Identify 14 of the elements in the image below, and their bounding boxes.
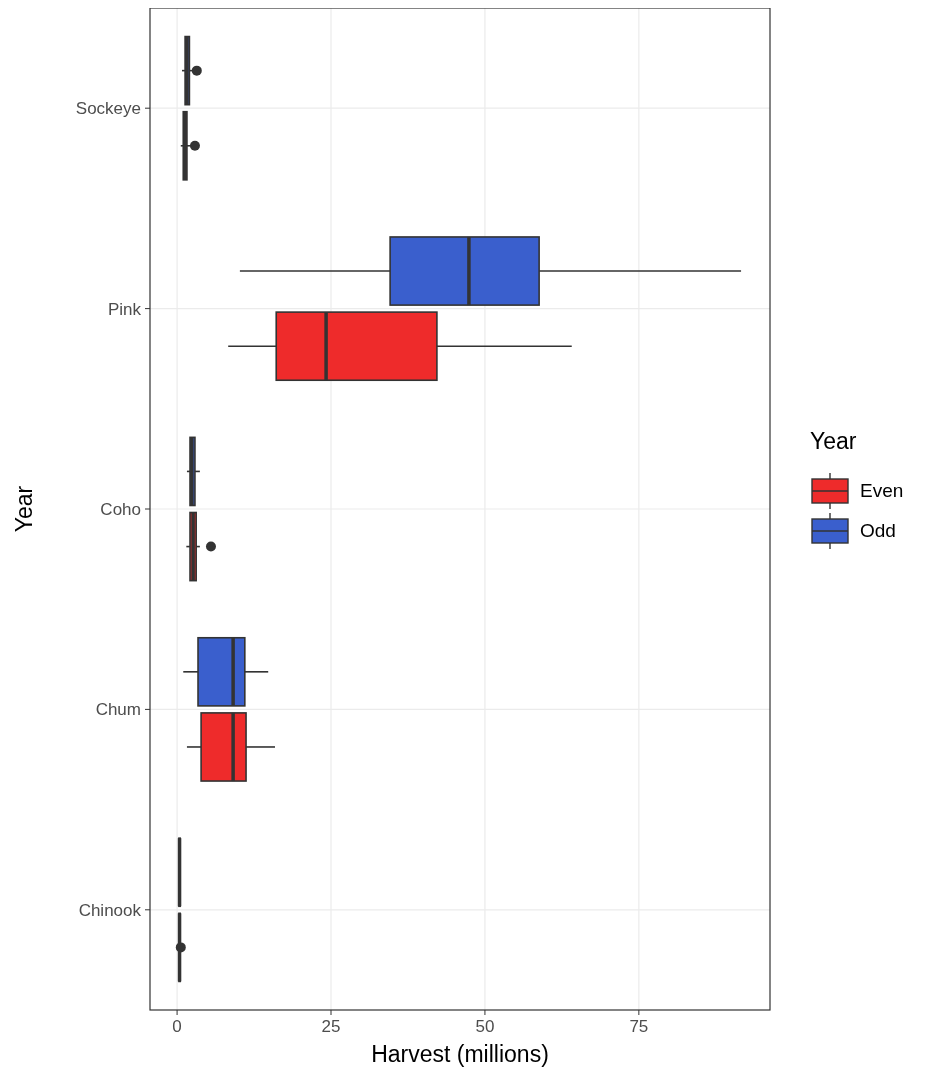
x-tick-label: 25 [321,1017,341,1036]
y-axis-title: Year [11,485,37,533]
y-tick-label: Pink [107,299,142,319]
y-tick-label: Sockeye [75,99,141,119]
x-axis-title: Harvest (millions) [371,1041,549,1067]
x-tick-label: 50 [475,1017,495,1036]
legend-label: Odd [860,520,896,541]
y-tick-label: Coho [100,500,141,519]
legend-label: Even [860,480,904,501]
y-tick-label: Chum [95,700,141,720]
legend-title: Year [810,428,857,454]
x-tick-label: 75 [629,1017,649,1036]
y-tick-label: Chinook [78,900,142,920]
x-tick-label: 0 [172,1017,182,1036]
